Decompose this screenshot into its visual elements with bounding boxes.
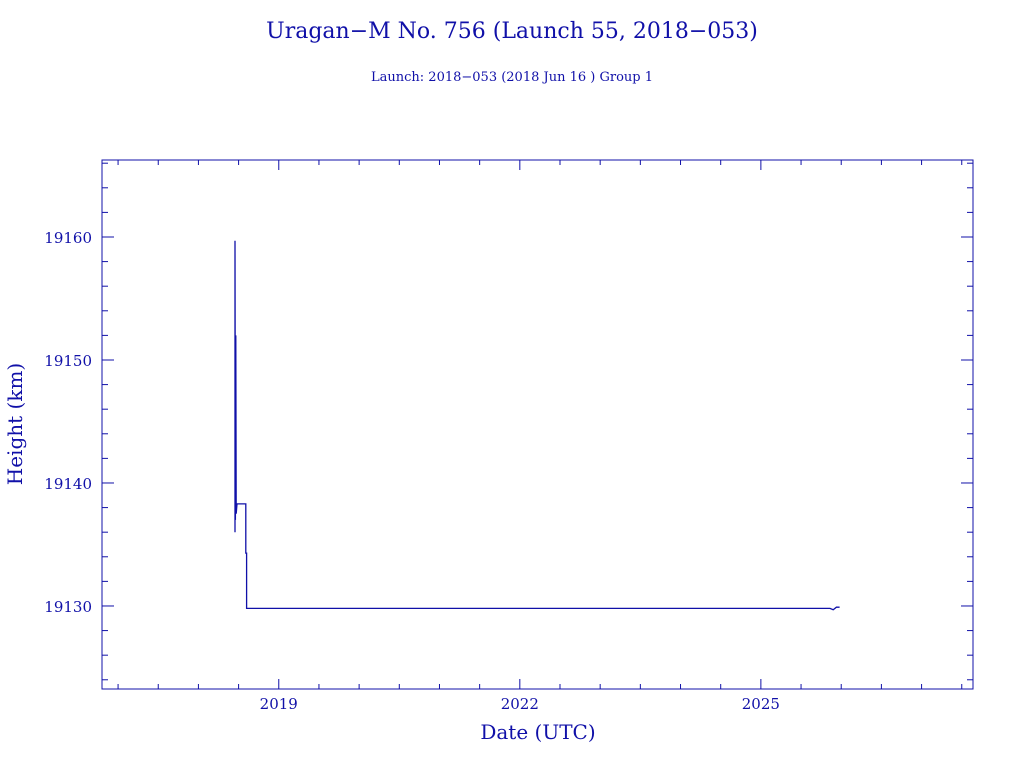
x-tick-label: 2025 [742, 695, 780, 713]
x-tick-labels: 2019 2022 2025 [260, 695, 780, 713]
chart-subtitle: Launch: 2018−053 (2018 Jun 16 ) Group 1 [371, 70, 653, 85]
x-tick-label: 2022 [501, 695, 539, 713]
chart-title: Uragan−M No. 756 (Launch 55, 2018−053) [266, 19, 758, 44]
height-series-line [234, 240, 840, 611]
axis-ticks [102, 160, 973, 689]
plot-frame [101, 159, 974, 690]
y-tick-labels: 19130 19140 19150 19160 [44, 229, 92, 616]
y-tick-label: 19150 [44, 352, 92, 370]
y-axis-label: Height (km) [3, 363, 27, 485]
x-tick-label: 2019 [260, 695, 298, 713]
y-tick-label: 19130 [44, 598, 92, 616]
x-axis-label: Date (UTC) [480, 720, 595, 744]
y-tick-label: 19160 [44, 229, 92, 247]
y-tick-label: 19140 [44, 475, 92, 493]
